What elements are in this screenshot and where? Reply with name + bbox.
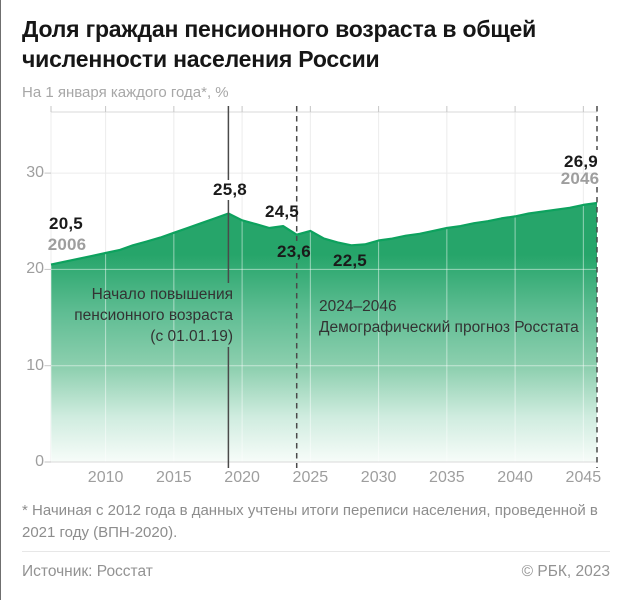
note-pension-reform: Начало повышения пенсионного возраста (с 0… <box>74 284 233 347</box>
footer-divider <box>22 551 610 552</box>
value-label-2006: 20,5 <box>49 214 83 233</box>
value-label-2019: 25,8 <box>213 180 247 199</box>
footer-row: Источник: Росстат © РБК, 2023 <box>22 563 610 581</box>
x-axis-label-2040: 2040 <box>497 469 533 486</box>
x-axis-label-2035: 2035 <box>429 469 465 486</box>
x-axis-label-2045: 2045 <box>565 469 602 486</box>
y-axis-label-20: 20 <box>26 260 44 278</box>
x-axis-label-2030: 2030 <box>360 469 397 486</box>
source-label: Источник: Росстат <box>22 563 153 580</box>
chart-subtitle: На 1 января каждого года*, % <box>22 84 229 101</box>
note-line: (с 01.01.19) <box>150 328 233 345</box>
value-label-2024: 23,6 <box>277 242 311 261</box>
chart-title: Доля граждан пенсионного возраста в обще… <box>22 16 537 72</box>
y-axis-label-0: 0 <box>35 453 44 470</box>
x-axis-label-2010: 2010 <box>87 469 124 486</box>
note-line: Демографический прогноз Росстата <box>319 319 579 336</box>
note-line: пенсионного возраста <box>74 307 233 324</box>
value-label-2023: 24,5 <box>265 202 299 221</box>
x-axis-label-2015: 2015 <box>156 469 192 486</box>
trend-line <box>50 201 598 266</box>
value-label-2028: 22,5 <box>333 251 367 270</box>
year-label-2006: 2006 <box>47 235 87 254</box>
y-axis-label-10: 10 <box>26 356 44 374</box>
value-label-2046: 26,9 <box>564 152 598 171</box>
note-line: 2024–2046 <box>319 298 397 315</box>
x-axis-label-2020: 2020 <box>224 469 260 486</box>
note-forecast: 2024–2046 Демографический прогноз Росстат… <box>319 296 579 338</box>
year-label-2046: 2046 <box>560 169 600 188</box>
chart-footnote: * Начиная с 2012 года в данных учтены ит… <box>22 502 598 541</box>
x-axis-label-2025: 2025 <box>292 469 329 486</box>
area-fill <box>51 203 597 462</box>
note-line: Начало повышения <box>91 286 233 303</box>
y-axis-label-30: 30 <box>26 164 44 182</box>
copyright-label: © РБК, 2023 <box>521 563 610 580</box>
